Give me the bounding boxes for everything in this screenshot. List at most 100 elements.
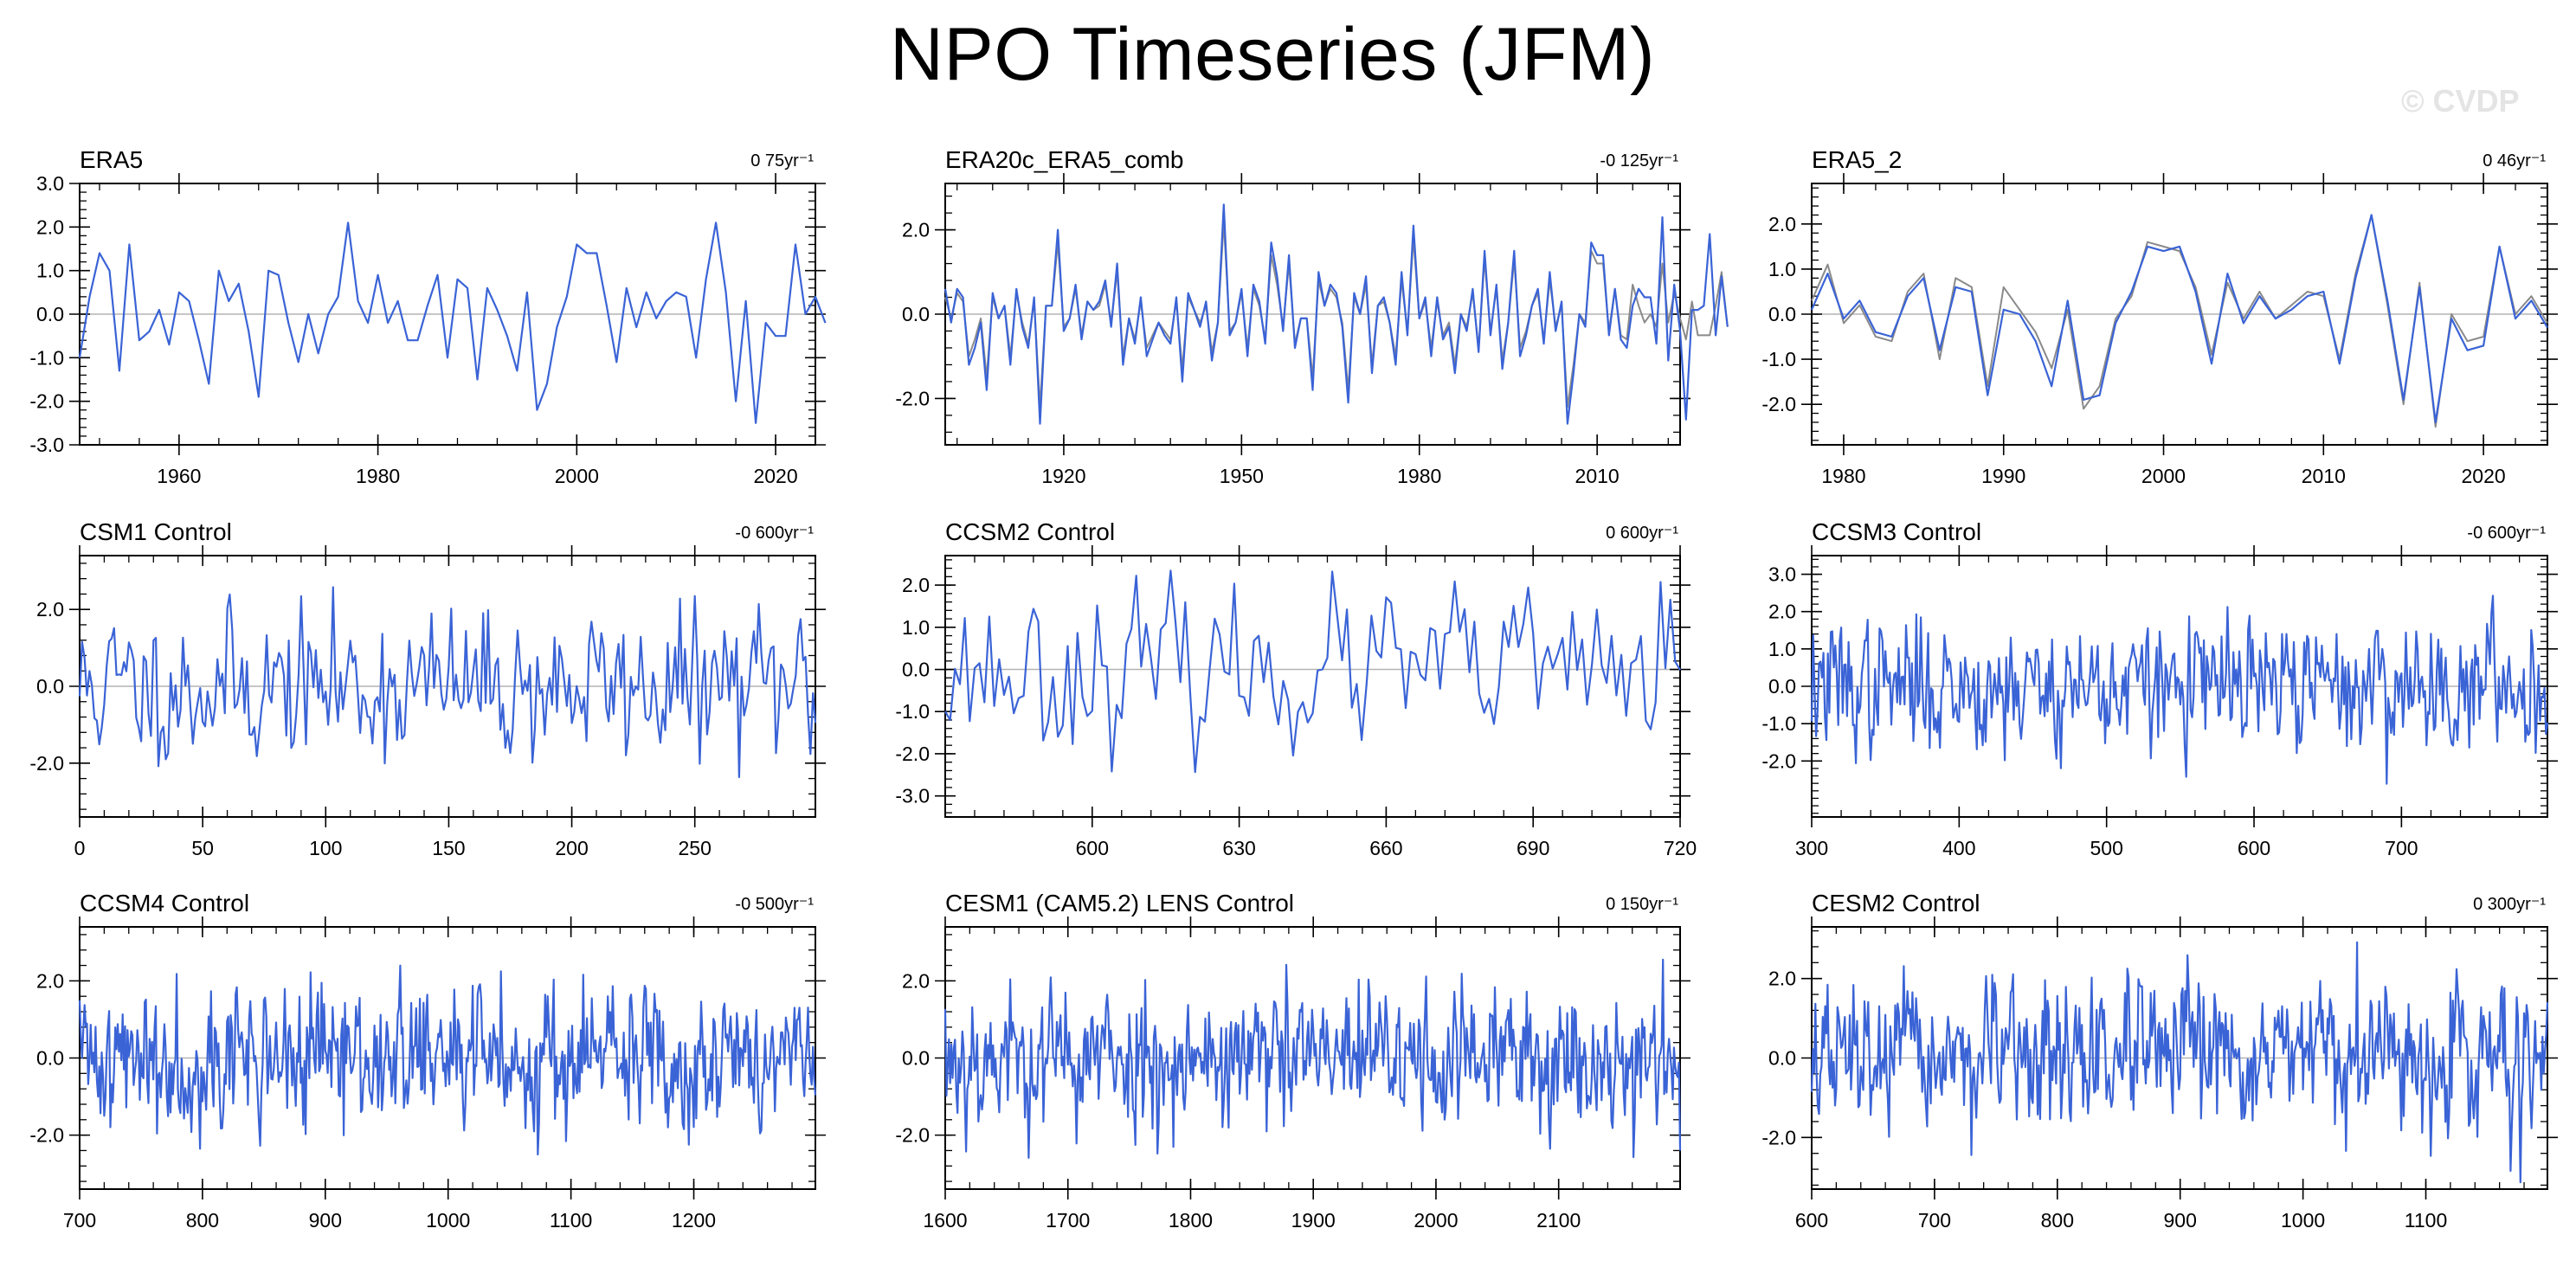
main-series-line: [1810, 214, 2548, 424]
main-series-line: [943, 203, 1729, 425]
chart-title: CCSM3 Control: [1812, 518, 1981, 545]
trend-label: 0 46yr⁻¹: [2483, 151, 2546, 170]
x-tick-label: 2020: [2462, 465, 2506, 487]
x-tick-label: 600: [2238, 837, 2270, 859]
cvdp-watermark: © CVDP: [2401, 83, 2520, 119]
x-tick-label: 1700: [1046, 1209, 1090, 1232]
x-tick-label: 720: [1664, 837, 1697, 859]
y-tick-label: -2.0: [1761, 1126, 1796, 1148]
chart-title: CESM1 (CAM5.2) LENS Control: [945, 890, 1294, 916]
y-tick-label: 3.0: [36, 172, 64, 195]
y-tick-label: 2.0: [36, 215, 64, 238]
trend-label: -0 500yr⁻¹: [735, 895, 814, 914]
y-tick-label: 1.0: [902, 616, 930, 639]
y-tick-label: 0.0: [36, 675, 64, 698]
x-tick-label: 1920: [1041, 465, 1085, 487]
x-tick-label: 2010: [1575, 465, 1620, 487]
main-series-line: [1810, 595, 2549, 785]
chart-title: ERA5_2: [1812, 146, 1902, 173]
y-tick-label: -2.0: [895, 387, 930, 409]
x-tick-label: 1000: [2281, 1209, 2325, 1232]
x-tick-label: 900: [2164, 1209, 2197, 1232]
x-tick-label: 800: [186, 1209, 219, 1232]
trend-label: -0 125yr⁻¹: [1600, 151, 1678, 170]
chart-title: CSM1 Control: [80, 518, 232, 545]
y-tick-label: -2.0: [1761, 749, 1796, 772]
x-tick-label: 500: [2090, 837, 2122, 859]
x-tick-label: 1100: [2405, 1209, 2447, 1232]
y-tick-label: -1.0: [1761, 348, 1796, 370]
y-tick-label: 2.0: [902, 574, 930, 596]
y-tick-label: 1.0: [1768, 638, 1796, 660]
y-tick-label: 2.0: [1768, 968, 1796, 990]
x-tick-label: 2020: [753, 465, 797, 487]
x-tick-label: 1900: [1291, 1209, 1336, 1232]
x-tick-label: 300: [1795, 837, 1828, 859]
y-tick-label: 0.0: [36, 1047, 64, 1070]
chart-panel: ERA20c_ERA5_comb -0 125yr⁻¹ -2.0 0.0 2.0 1920…: [895, 146, 1729, 487]
y-tick-label: -1.0: [1761, 712, 1796, 735]
x-tick-label: 2000: [1414, 1209, 1458, 1232]
x-tick-label: 100: [309, 837, 342, 859]
chart-title: CESM2 Control: [1812, 890, 1980, 916]
x-tick-label: 150: [432, 837, 465, 859]
y-tick-label: -3.0: [895, 785, 930, 807]
main-series-line: [78, 964, 817, 1156]
chart-panel: CSM1 Control -0 600yr⁻¹ -2.0 0.0 2.0 0 50 100 15…: [29, 518, 826, 859]
y-tick-label: -1.0: [895, 700, 930, 723]
y-tick-label: 0.0: [1768, 303, 1796, 325]
x-tick-label: 1100: [550, 1209, 592, 1232]
y-tick-label: 0.0: [902, 659, 930, 681]
chart-title: CCSM2 Control: [945, 518, 1115, 545]
x-tick-label: 400: [1942, 837, 1975, 859]
trend-label: 0 300yr⁻¹: [2473, 895, 2546, 914]
y-tick-label: 0.0: [902, 303, 930, 325]
trend-label: 0 75yr⁻¹: [750, 151, 814, 170]
x-tick-label: 1990: [1981, 465, 2025, 487]
trend-label: -0 600yr⁻¹: [735, 524, 814, 543]
x-tick-label: 2010: [2302, 465, 2346, 487]
chart-title: CCSM4 Control: [80, 890, 249, 916]
main-series-line: [943, 958, 1682, 1159]
y-tick-label: 3.0: [1768, 563, 1796, 586]
x-tick-label: 50: [191, 837, 214, 859]
y-tick-label: 1.0: [36, 260, 64, 282]
x-tick-label: 630: [1222, 837, 1255, 859]
chart-panel: CCSM3 Control -0 600yr⁻¹ -2.0 -1.0 0.0 1.0 2.0…: [1761, 518, 2558, 859]
chart-title: ERA20c_ERA5_comb: [945, 146, 1183, 173]
x-tick-label: 700: [1918, 1209, 1951, 1232]
y-tick-label: -2.0: [29, 1124, 64, 1147]
x-tick-label: 800: [2041, 1209, 2074, 1232]
trend-label: -0 600yr⁻¹: [2467, 524, 2546, 543]
chart-panel: CESM2 Control 0 300yr⁻¹ -2.0 0.0 2.0 600 700 80…: [1761, 890, 2558, 1232]
y-tick-label: 2.0: [902, 969, 930, 992]
main-series-line: [78, 586, 817, 779]
chart-title: ERA5: [80, 146, 143, 173]
y-tick-label: -2.0: [29, 390, 64, 413]
y-tick-label: -2.0: [895, 1124, 930, 1147]
y-tick-label: 0.0: [36, 303, 64, 325]
main-series-line: [1810, 941, 2549, 1184]
chart-panel: ERA5_2 0 46yr⁻¹ -2.0 -1.0 0.0 1.0 2.0 1980 1990 2…: [1761, 146, 2558, 487]
y-tick-label: -2.0: [895, 743, 930, 765]
x-tick-label: 2000: [2141, 465, 2186, 487]
y-tick-label: 1.0: [1768, 258, 1796, 280]
y-tick-label: -1.0: [29, 346, 64, 369]
y-tick-label: 2.0: [902, 219, 930, 241]
chart-panel: CCSM2 Control 0 600yr⁻¹ -3.0 -2.0 -1.0 0.0 1.0…: [895, 518, 1697, 859]
trend-label: 0 600yr⁻¹: [1606, 524, 1678, 543]
y-tick-label: 2.0: [36, 969, 64, 992]
chart-panel: CCSM4 Control -0 500yr⁻¹ -2.0 0.0 2.0 700 800 9…: [29, 890, 826, 1232]
x-tick-label: 1980: [356, 465, 400, 487]
x-tick-label: 1980: [1821, 465, 1865, 487]
plot-frame: [944, 555, 1681, 818]
y-tick-label: 0.0: [902, 1047, 930, 1070]
y-tick-label: 2.0: [1768, 213, 1796, 235]
x-tick-label: 600: [1076, 837, 1109, 859]
x-tick-label: 2100: [1536, 1209, 1581, 1232]
y-tick-label: 2.0: [1768, 601, 1796, 623]
x-tick-label: 1200: [672, 1209, 716, 1232]
x-tick-label: 700: [63, 1209, 96, 1232]
x-tick-label: 1950: [1220, 465, 1264, 487]
